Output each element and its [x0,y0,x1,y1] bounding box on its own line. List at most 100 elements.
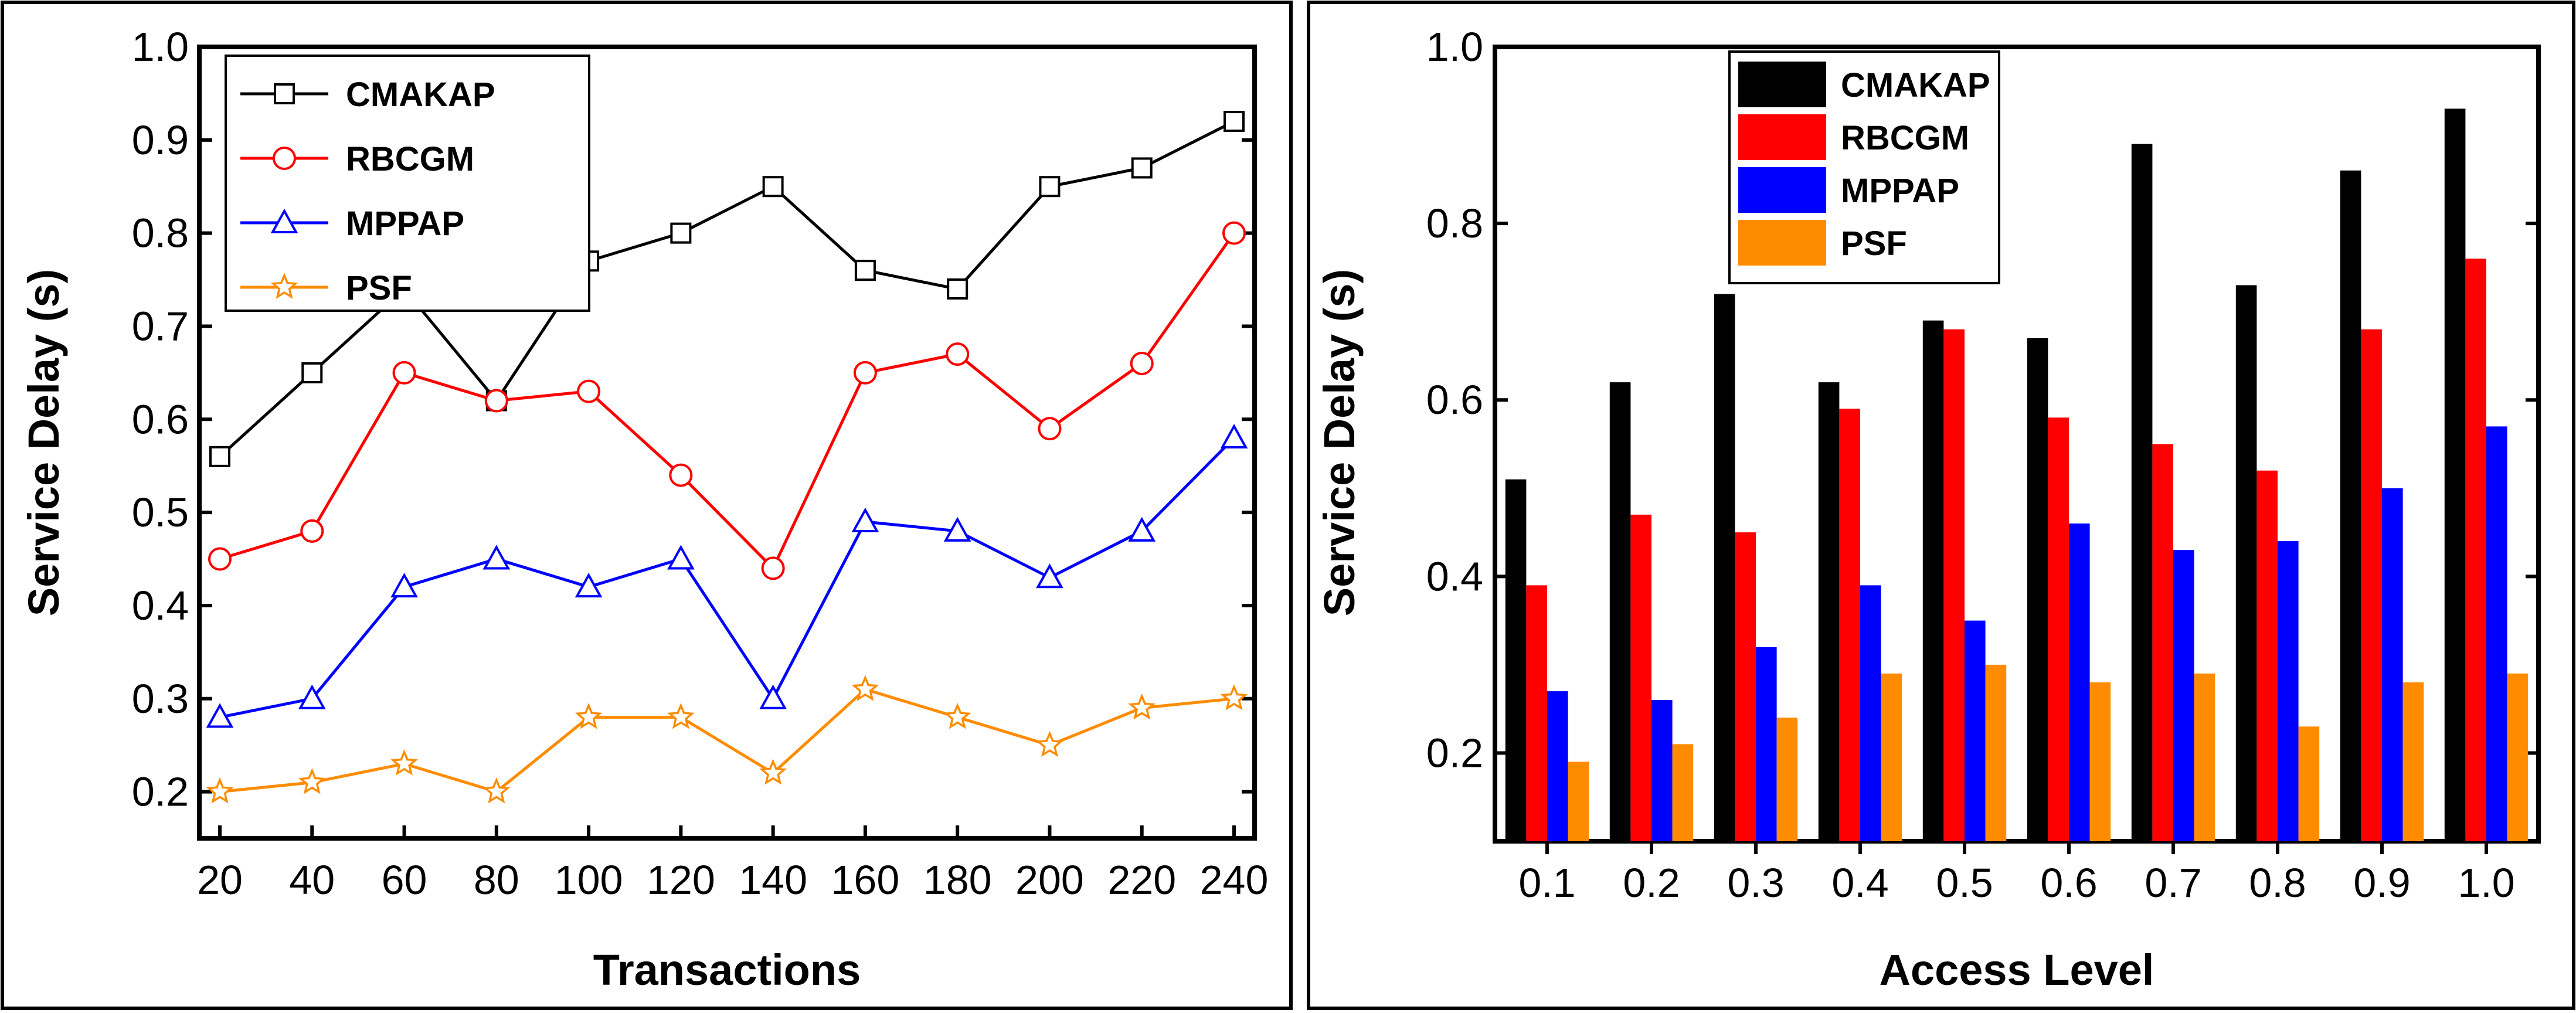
series-cmakap [1505,108,2466,842]
point-rbcgm [577,379,601,403]
point-rbcgm [853,361,877,385]
bar-y-axis: 0.2 0.4 0.6 0.8 1.0 [1426,24,2538,776]
bar-y-tick-label: 1.0 [1426,24,1483,70]
bar-cmakap [2444,108,2466,841]
series-psf [206,675,1248,804]
point-mppap [1036,563,1063,589]
series-mppap [206,423,1248,728]
legend-label-mppap: MPPAP [1841,172,1959,210]
bar-y-tick-label: 0.8 [1426,200,1483,246]
point-cmakap [670,222,692,244]
line-y-axis-title: Service Delay (s) [19,269,68,616]
point-psf [943,702,971,729]
point-mppap [390,573,418,598]
legend-marker-rbcgm [273,147,296,170]
bar-cmakap [2027,338,2048,841]
point-rbcgm [300,519,324,543]
point-mppap [206,703,234,728]
bar-cmakap [1609,382,1631,841]
point-mppap [759,684,787,709]
line-y-tick-label: 0.2 [132,769,189,815]
line-legend: CMAKAP RBCGM MPPAP PSF [225,55,590,312]
line-plot-area [197,45,1257,841]
bar-cmakap [1818,382,1840,841]
line-y-tick-label: 0.4 [132,583,189,628]
bar-y-tick-label: 0.2 [1426,730,1483,776]
bar-plot-area [1493,45,2541,844]
bar-rbcgm [2256,470,2278,841]
line-x-tick-label: 180 [923,857,992,903]
line-y-tick-label: 1.0 [132,24,189,70]
series-mppap [1547,426,2507,841]
line-x-tick-label: 120 [647,857,715,903]
point-rbcgm [946,342,970,366]
point-psf [1128,694,1156,720]
bar-mppap [2278,541,2299,841]
point-mppap [575,573,603,598]
line-y-tick-label: 0.3 [132,676,189,722]
point-rbcgm [669,463,693,487]
line-x-tick-label: 220 [1107,857,1176,903]
bar-x-tick-label: 0.6 [2040,860,2097,906]
point-cmakap [1039,176,1061,198]
line-y-axis: 0.2 0.3 0.4 0.5 0.6 0.7 0.8 0.9 1.0 [132,24,1255,815]
legend-swatch-mppap [1738,167,1826,213]
point-mppap [667,545,695,570]
point-mppap [1220,423,1248,449]
line-x-tick-label: 40 [289,857,335,903]
bar-psf [1881,673,1902,841]
bar-x-axis: 0.1 0.2 0.3 0.4 0.5 0.6 0.7 0.8 0.9 1.0 [1518,841,2515,906]
bar-psf [2507,673,2529,841]
bar-mppap [1547,691,1568,841]
point-mppap [482,545,511,570]
bar-rbcgm [1839,409,1860,841]
legend-swatch-psf [1738,220,1826,266]
bar-psf [1672,744,1694,841]
point-psf [1036,730,1063,757]
bar-psf [1985,664,2007,841]
bar-x-tick-label: 0.7 [2145,860,2201,906]
bar-x-tick-label: 1.0 [2458,860,2514,906]
line-chart-frame [1,1,1293,1010]
bar-psf [1776,718,1798,841]
point-psf [851,675,879,701]
point-psf [1220,684,1248,711]
bar-y-tick-label: 0.6 [1426,377,1483,423]
legend-label-psf: PSF [346,269,412,307]
legend-marker-mppap [270,208,298,233]
point-psf [482,777,511,804]
point-psf [759,759,787,785]
bar-mppap [2173,550,2194,841]
bar-cmakap [2235,285,2257,841]
point-rbcgm [208,547,232,571]
bar-psf [2194,673,2215,841]
line-x-tick-label: 80 [474,857,519,903]
point-cmakap [762,176,784,198]
line-x-tick-label: 20 [197,857,243,903]
point-rbcgm [392,361,416,385]
legend-label-rbcgm: RBCGM [1841,119,1969,157]
bar-cmakap [2131,144,2153,842]
legend-marker-psf [270,273,298,299]
bar-mppap [2069,524,2090,841]
bar-rbcgm [2465,259,2486,841]
bar-cmakap [2340,170,2361,841]
legend-label-psf: PSF [1841,225,1907,263]
bar-psf [2402,682,2424,841]
legend-label-cmakap: CMAKAP [1841,66,1990,104]
bar-x-tick-label: 0.8 [2249,860,2306,906]
point-psf [298,768,326,794]
point-psf [390,749,418,776]
bar-x-tick-label: 0.3 [1727,860,1784,906]
bar-mppap [1756,647,1777,841]
point-mppap [943,516,971,542]
bar-mppap [1965,620,1986,841]
bar-y-tick-label: 0.4 [1426,553,1483,599]
bar-chart-frame [1307,1,2575,1010]
legend-label-cmakap: CMAKAP [346,76,495,114]
bar-mppap [1651,700,1673,841]
line-x-tick-label: 60 [382,857,427,903]
point-mppap [298,684,326,709]
point-rbcgm [1222,221,1246,245]
